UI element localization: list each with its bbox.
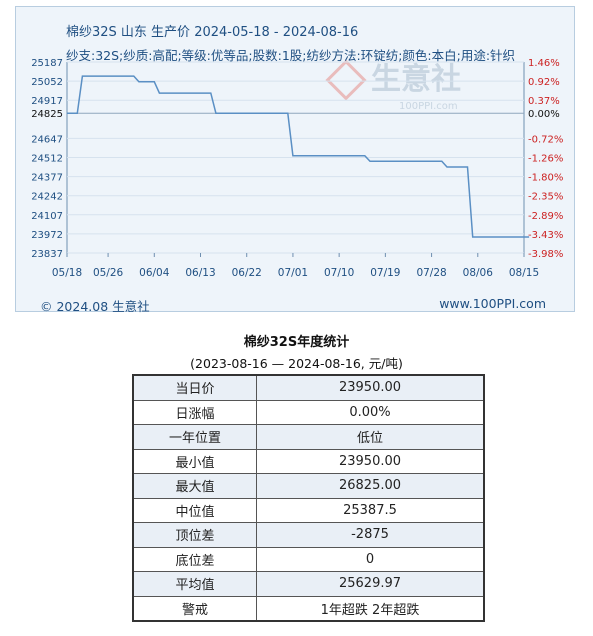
- stats-row: 最大值 26825.00: [132, 473, 485, 499]
- stats-row-value: 26825.00: [256, 473, 485, 499]
- stats-subtitle: (2023-08-16 — 2024-08-16, 元/吨): [190, 356, 403, 371]
- stats-row-label: 最小值: [132, 448, 257, 474]
- watermark-url: 100PPI.com: [399, 101, 458, 112]
- stats-row-label: 底位差: [132, 546, 257, 572]
- stats-row-value: 1年超跌 2年超跌: [256, 595, 485, 622]
- y-tick-label-right: -3.98%: [528, 249, 563, 260]
- chart-panel: 生意社 100PPI.com 25187 1.46% 25052 0.92% 24917 0.…: [15, 6, 575, 314]
- y-tick-label-left: 23972: [31, 230, 63, 241]
- chart-subtitle: 纱支:32S;纱质:高配;等级:优等品;股数:1股;纺纱方法:环锭纺;颜色:本白…: [66, 48, 516, 63]
- x-tick-label: 07/01: [278, 267, 308, 279]
- stats-row-value: 25387.5: [256, 497, 485, 523]
- stats-row-value: 0.00%: [256, 399, 485, 425]
- price-chart: 生意社 100PPI.com 25187 1.46% 25052 0.92% 24917 0.…: [31, 58, 563, 279]
- stats-table: 当日价 23950.00 日涨幅 0.00% 一年位置 低位 最小值 23950.00 最大值 2…: [132, 374, 485, 622]
- stats-row-label: 日涨幅: [132, 399, 257, 425]
- y-tick-label-left: 23837: [31, 249, 63, 260]
- stats-row-value: 23950.00: [256, 448, 485, 474]
- y-tick-label-right: 0.00%: [528, 109, 560, 120]
- x-tick-label: 07/19: [370, 267, 400, 279]
- chart-title: 棉纱32S 山东 生产价 2024-05-18 - 2024-08-16: [66, 25, 359, 40]
- y-tick-label-right: -1.80%: [528, 173, 563, 184]
- price-line: [67, 75, 530, 238]
- stats-row-label: 中位值: [132, 497, 257, 523]
- stats-title: 棉纱32S年度统计: [243, 335, 350, 350]
- stats-row-label: 最大值: [132, 473, 257, 499]
- y-tick-label-left: 24512: [31, 154, 63, 165]
- x-tick-label: 06/04: [139, 267, 170, 279]
- stats-row-label: 一年位置: [132, 424, 257, 450]
- stats-row: 顶位差 -2875: [132, 522, 485, 548]
- y-tick-label-left: 25052: [31, 77, 63, 88]
- y-tick-label-right: 0.37%: [528, 96, 560, 107]
- stats-row-label: 平均值: [132, 571, 257, 597]
- watermark-logo-icon: [325, 59, 367, 101]
- y-tick-label-right: -0.72%: [528, 134, 563, 145]
- y-tick-label-left: 24647: [31, 134, 63, 145]
- y-tick-label-right: -3.43%: [528, 230, 563, 241]
- x-tick-label: 08/06: [463, 267, 494, 279]
- stats-row-value: -2875: [256, 522, 485, 548]
- site-url[interactable]: www.100PPI.com: [439, 296, 546, 311]
- y-tick-label-right: -2.89%: [528, 211, 563, 222]
- stats-row: 日涨幅 0.00%: [132, 399, 485, 425]
- stats-row-value: 23950.00: [256, 374, 485, 401]
- stats-row: 警戒 1年超跌 2年超跌: [132, 595, 485, 622]
- stats-row: 平均值 25629.97: [132, 571, 485, 597]
- stats-row: 底位差 0: [132, 546, 485, 572]
- x-tick-label: 08/15: [509, 267, 539, 279]
- stats-row: 中位值 25387.5: [132, 497, 485, 523]
- y-tick-label-right: -1.26%: [528, 154, 563, 165]
- stats-row: 最小值 23950.00: [132, 448, 485, 474]
- stats-row-label: 当日价: [132, 374, 257, 401]
- x-tick-label: 05/26: [93, 267, 124, 279]
- y-tick-label-right: 0.92%: [528, 77, 560, 88]
- x-tick-label: 07/28: [416, 267, 446, 279]
- y-tick-label-right: 1.46%: [528, 58, 560, 69]
- y-tick-label-right: -2.35%: [528, 192, 563, 203]
- copyright-text: © 2024.08 生意社: [40, 299, 150, 314]
- y-tick-label-left: 24377: [31, 173, 63, 184]
- x-tick-label: 06/22: [232, 267, 262, 279]
- stats-row-label: 顶位差: [132, 522, 257, 548]
- stats-row-label: 警戒: [132, 595, 257, 622]
- stats-row-value: 低位: [256, 424, 485, 450]
- x-tick-label: 05/18: [52, 267, 82, 279]
- y-tick-label-left: 24917: [31, 96, 63, 107]
- watermark-text: 生意社: [371, 62, 461, 97]
- y-tick-label-left: 25187: [31, 58, 63, 69]
- stats-row: 当日价 23950.00: [132, 374, 485, 401]
- x-tick-label: 06/13: [185, 267, 215, 279]
- y-tick-label-left: 24825: [31, 109, 63, 120]
- y-tick-label-left: 24107: [31, 211, 63, 222]
- stats-row: 一年位置 低位: [132, 424, 485, 450]
- y-tick-label-left: 24242: [31, 192, 63, 203]
- stats-row-value: 25629.97: [256, 571, 485, 597]
- stats-row-value: 0: [256, 546, 485, 572]
- x-tick-label: 07/10: [324, 267, 354, 279]
